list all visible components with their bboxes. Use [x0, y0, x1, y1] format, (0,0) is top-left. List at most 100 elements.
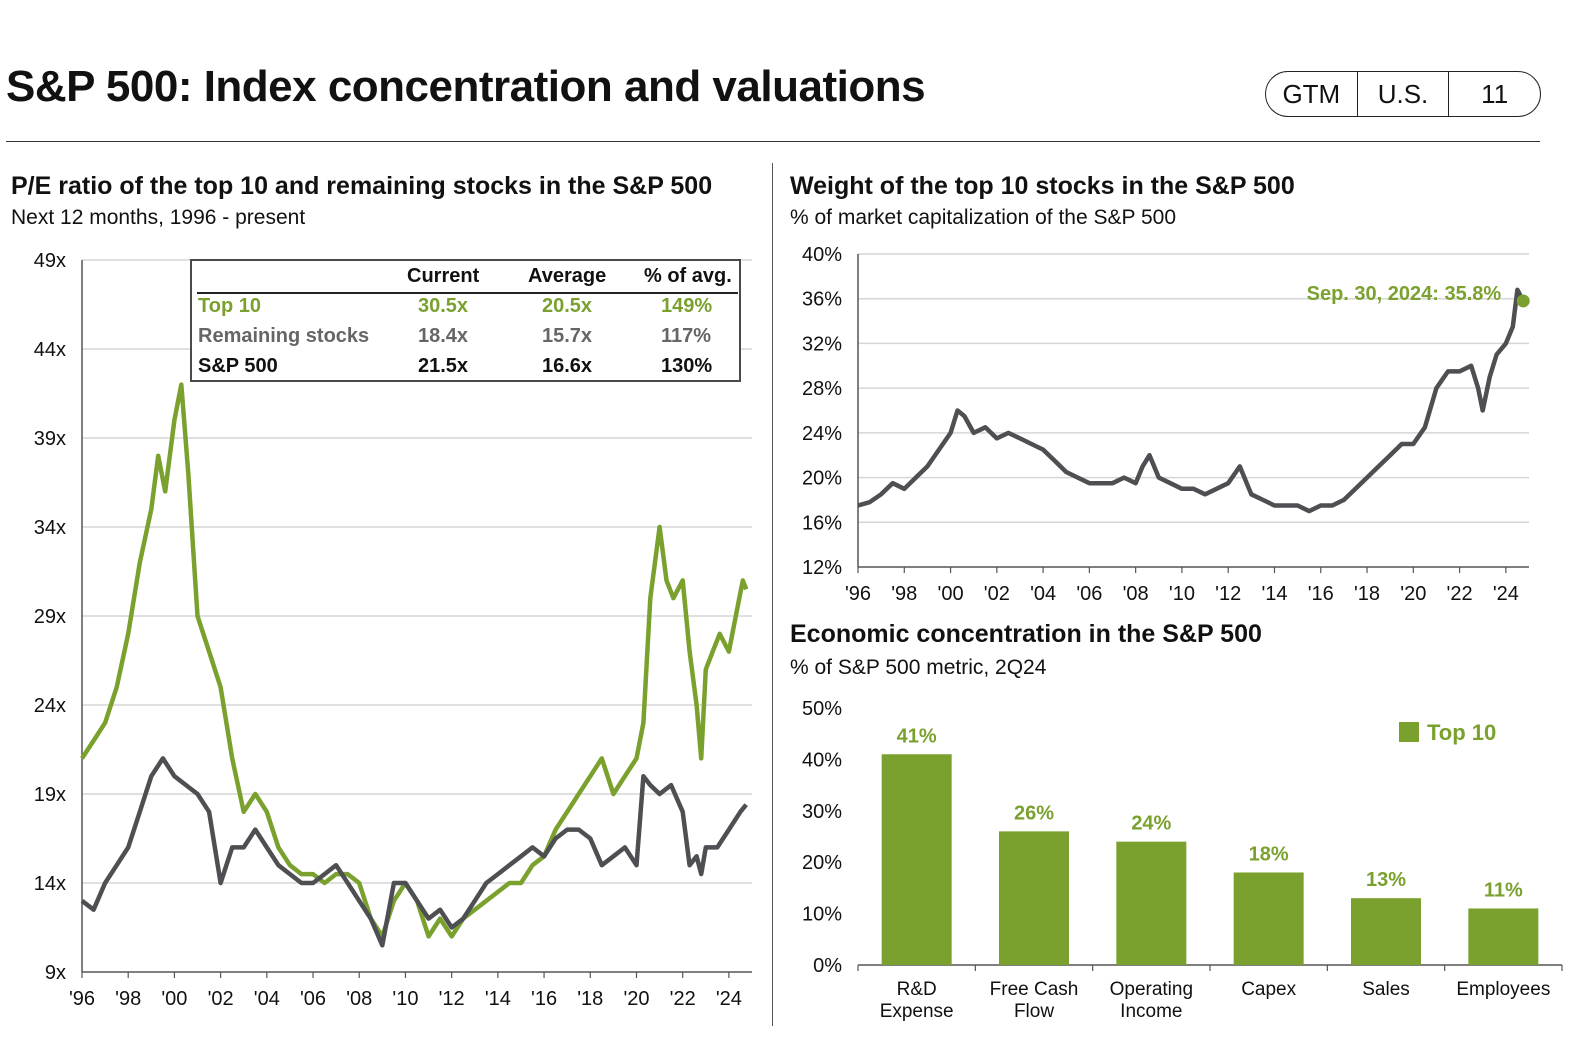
x-tick-label: '04 [254, 988, 280, 1010]
x-tick-label: '12 [1215, 583, 1241, 605]
row-pct: 117% [661, 325, 712, 347]
y-tick-label: 32% [802, 333, 842, 355]
x-tick-label: '20 [1400, 583, 1426, 605]
category-label: R&D [897, 979, 937, 1000]
legend-label: Top 10 [1427, 720, 1496, 745]
category-label: Expense [880, 1001, 954, 1022]
x-tick-label: '12 [439, 988, 465, 1010]
pe-summary-table: Current Average % of avg. Top 10 30.5x 2… [190, 259, 741, 382]
bar-data-label: 24% [1131, 813, 1171, 835]
x-tick-label: '10 [1169, 583, 1195, 605]
bar-data-label: 18% [1249, 843, 1289, 865]
row-label: Remaining stocks [198, 325, 370, 347]
category-label: Capex [1241, 979, 1296, 1000]
bar [999, 831, 1069, 965]
y-tick-label: 14x [34, 873, 66, 895]
category-label: Free Cash [990, 979, 1079, 1000]
header-divider [6, 141, 1540, 142]
x-tick-label: '06 [1076, 583, 1102, 605]
y-tick-label: 28% [802, 378, 842, 400]
y-tick-label: 50% [802, 698, 842, 720]
row-average: 16.6x [542, 355, 593, 377]
row-label: S&P 500 [198, 355, 278, 377]
x-tick-label: '02 [208, 988, 234, 1010]
category-label: Employees [1456, 979, 1550, 1000]
table-row: Remaining stocks 18.4x 15.7x 117% [192, 325, 739, 353]
badge-page-number: 11 [1448, 72, 1540, 116]
x-tick-label: '16 [1308, 583, 1334, 605]
bar-data-label: 13% [1366, 869, 1406, 891]
category-label: Flow [1014, 1001, 1054, 1022]
bar-data-label: 11% [1484, 879, 1523, 901]
x-tick-label: '04 [1030, 583, 1056, 605]
pe-chart-title: P/E ratio of the top 10 and remaining st… [11, 172, 713, 200]
x-tick-label: '20 [623, 988, 649, 1010]
x-tick-label: '18 [1354, 583, 1380, 605]
row-pct: 130% [661, 355, 713, 377]
badge-region: U.S. [1356, 72, 1449, 116]
table-header-divider [197, 292, 738, 294]
y-tick-label: 20% [802, 852, 842, 874]
weight-chart-subtitle: % of market capitalization of the S&P 50… [790, 206, 1176, 229]
row-average: 15.7x [542, 325, 593, 347]
bar [881, 754, 952, 965]
x-tick-label: '98 [115, 988, 141, 1010]
table-header-row: Current Average % of avg. [192, 265, 739, 293]
weight-chart: 12% 16% 20% 24% 28% 32% 36% 40% '96 '98 '00 '02 '04 '… [802, 244, 1530, 605]
y-tick-label: 12% [802, 557, 842, 579]
x-tick-label: '14 [1261, 583, 1287, 605]
x-tick-label: '02 [984, 583, 1010, 605]
bar [1351, 898, 1421, 965]
x-tick-label: '24 [716, 988, 742, 1010]
econ-chart-title: Economic concentration in the S&P 500 [790, 620, 1262, 648]
y-tick-label: 30% [802, 801, 842, 823]
weight-chart-title: Weight of the top 10 stocks in the S&P 5… [790, 172, 1295, 200]
row-current: 30.5x [418, 295, 469, 317]
y-tick-label: 39x [34, 428, 66, 450]
y-tick-label: 16% [802, 512, 842, 534]
y-tick-label: 29x [34, 606, 66, 628]
x-tick-label: '22 [1447, 583, 1473, 605]
y-tick-label: 34x [34, 517, 66, 539]
legend-swatch [1399, 722, 1419, 742]
y-tick-label: 36% [802, 289, 842, 311]
table-row: Top 10 30.5x 20.5x 149% [192, 295, 739, 323]
x-tick-label: '22 [670, 988, 696, 1010]
annotation-point [1516, 294, 1530, 308]
x-tick-label: '96 [69, 988, 95, 1010]
page-title: S&P 500: Index concentration and valuati… [6, 62, 926, 111]
y-tick-label: 10% [802, 904, 842, 926]
x-tick-label: '08 [346, 988, 372, 1010]
table-header-average: Average [528, 265, 607, 287]
annotation-label: Sep. 30, 2024: 35.8% [1307, 283, 1502, 305]
x-tick-label: '16 [531, 988, 557, 1010]
row-label: Top 10 [198, 295, 261, 317]
x-tick-label: '08 [1123, 583, 1149, 605]
category-label: Income [1120, 1001, 1182, 1022]
category-label: Operating [1110, 979, 1193, 1000]
y-tick-label: 40% [802, 749, 842, 771]
series-line-top-10 [857, 287, 1526, 514]
econ-chart-subtitle: % of S&P 500 metric, 2Q24 [790, 656, 1047, 679]
y-tick-label: 44x [34, 339, 66, 361]
y-tick-label: 19x [34, 784, 66, 806]
row-pct: 149% [661, 295, 713, 317]
x-tick-label: '98 [891, 583, 917, 605]
pe-chart-subtitle: Next 12 months, 1996 - present [11, 206, 306, 229]
table-header-pct: % of avg. [644, 265, 732, 287]
x-tick-label: '00 [161, 988, 187, 1010]
bar [1468, 908, 1539, 965]
y-tick-label: 9x [45, 962, 66, 984]
bar-data-label: 26% [1014, 802, 1054, 824]
bar-data-label: 41% [897, 725, 937, 747]
y-tick-label: 49x [34, 250, 66, 272]
table-header-current: Current [407, 265, 480, 287]
x-tick-label: '18 [577, 988, 603, 1010]
y-tick-label: 0% [813, 955, 842, 977]
row-average: 20.5x [542, 295, 593, 317]
pe-chart: 9x 14x 19x 24x 29x 34x 39x 44x 49x '96 '98 '00 '02 '0… [34, 250, 752, 1010]
x-tick-label: '00 [938, 583, 964, 605]
x-tick-label: '06 [300, 988, 326, 1010]
x-tick-label: '96 [845, 583, 871, 605]
table-row: S&P 500 21.5x 16.6x 130% [192, 355, 739, 383]
